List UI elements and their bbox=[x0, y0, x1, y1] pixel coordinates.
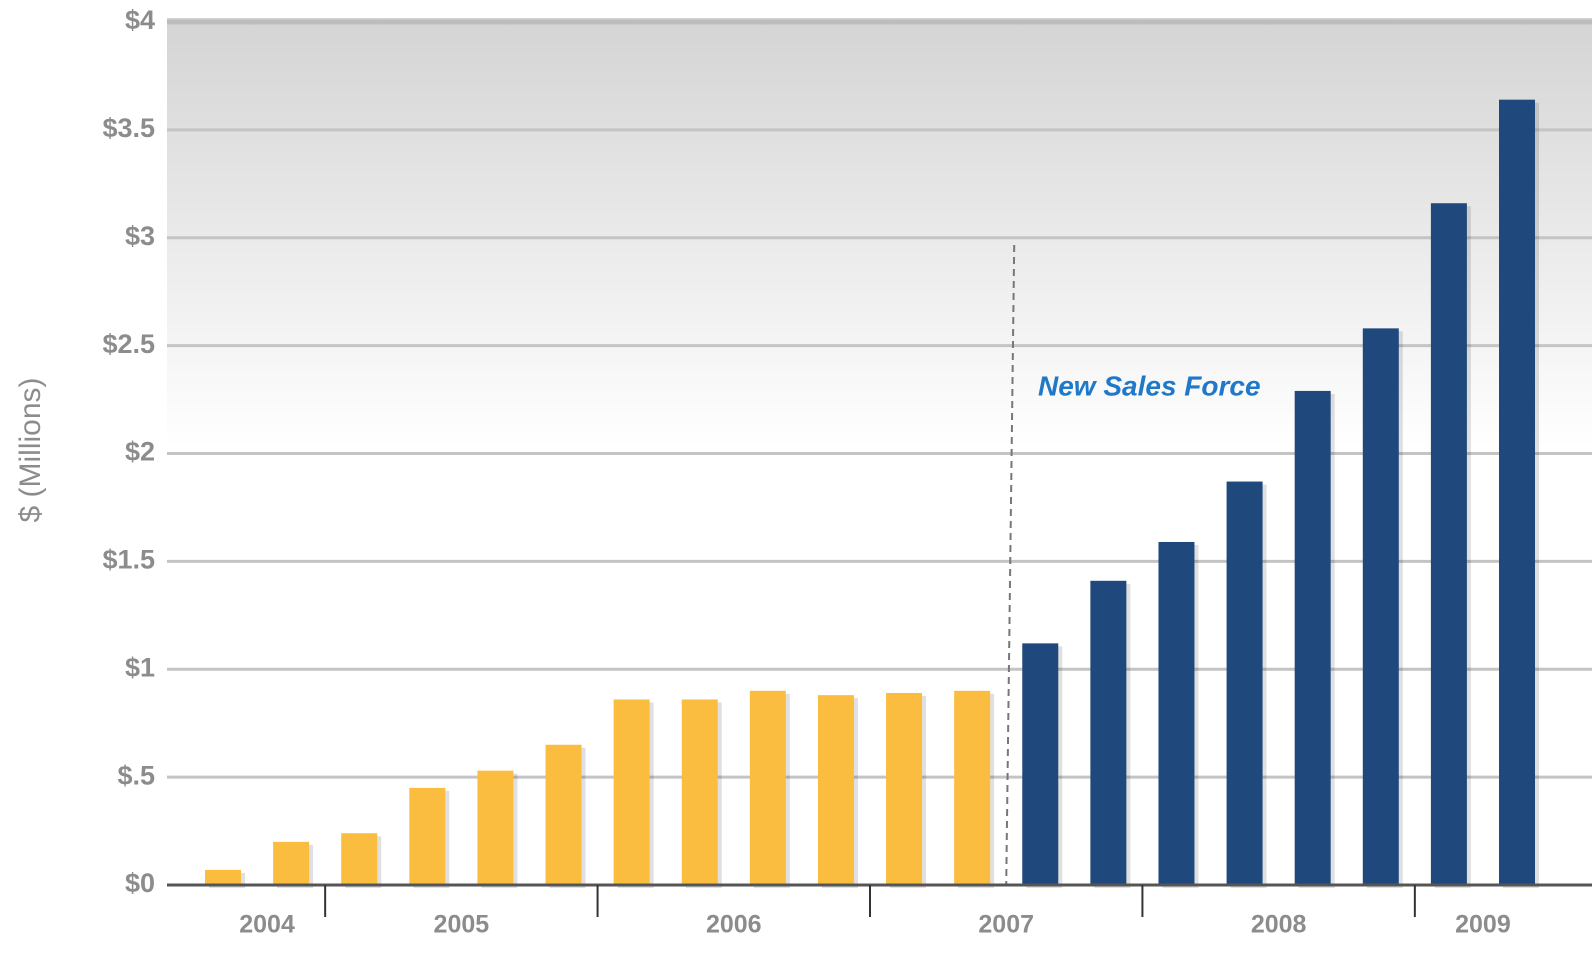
x-group-label: 2006 bbox=[706, 911, 762, 939]
y-tick-label: $3.5 bbox=[102, 113, 155, 143]
bar bbox=[886, 692, 923, 885]
annotation: New Sales Force bbox=[1038, 370, 1261, 401]
x-group-label: 2009 bbox=[1455, 911, 1511, 939]
y-tick-label: $2.5 bbox=[102, 329, 155, 359]
y-axis-label: $ (Millions) bbox=[14, 377, 47, 522]
bar bbox=[749, 690, 786, 885]
bar bbox=[205, 869, 241, 885]
divider bbox=[1005, 244, 1016, 886]
bar bbox=[1362, 328, 1399, 885]
plot-background bbox=[167, 18, 1592, 448]
bar bbox=[681, 699, 718, 885]
y-tick-label: $0 bbox=[125, 868, 155, 898]
y-tick-label: $1.5 bbox=[102, 545, 155, 575]
bar bbox=[1499, 99, 1535, 886]
bar bbox=[341, 833, 378, 885]
bar bbox=[545, 744, 582, 885]
x-group-label: 2007 bbox=[978, 911, 1034, 939]
bar bbox=[1022, 643, 1059, 885]
bar bbox=[613, 699, 650, 885]
bar bbox=[273, 841, 310, 885]
y-tick-label: $3 bbox=[125, 221, 155, 251]
y-tick-label: $4 bbox=[125, 5, 155, 35]
bar bbox=[1090, 580, 1127, 885]
bar bbox=[1226, 481, 1263, 885]
bar bbox=[1294, 390, 1331, 885]
y-tick-label: $2 bbox=[125, 437, 155, 467]
bar bbox=[1158, 541, 1195, 885]
bar bbox=[409, 787, 446, 885]
y-tick-label: $1 bbox=[125, 652, 155, 682]
bar bbox=[817, 695, 854, 885]
bar bbox=[954, 690, 991, 885]
bar bbox=[477, 770, 514, 885]
x-group-label: 2008 bbox=[1251, 911, 1307, 939]
y-tick-label: $.5 bbox=[117, 760, 155, 790]
x-group-label: 2005 bbox=[434, 911, 490, 939]
bar bbox=[1430, 203, 1467, 886]
x-group-label: 2004 bbox=[239, 911, 295, 939]
